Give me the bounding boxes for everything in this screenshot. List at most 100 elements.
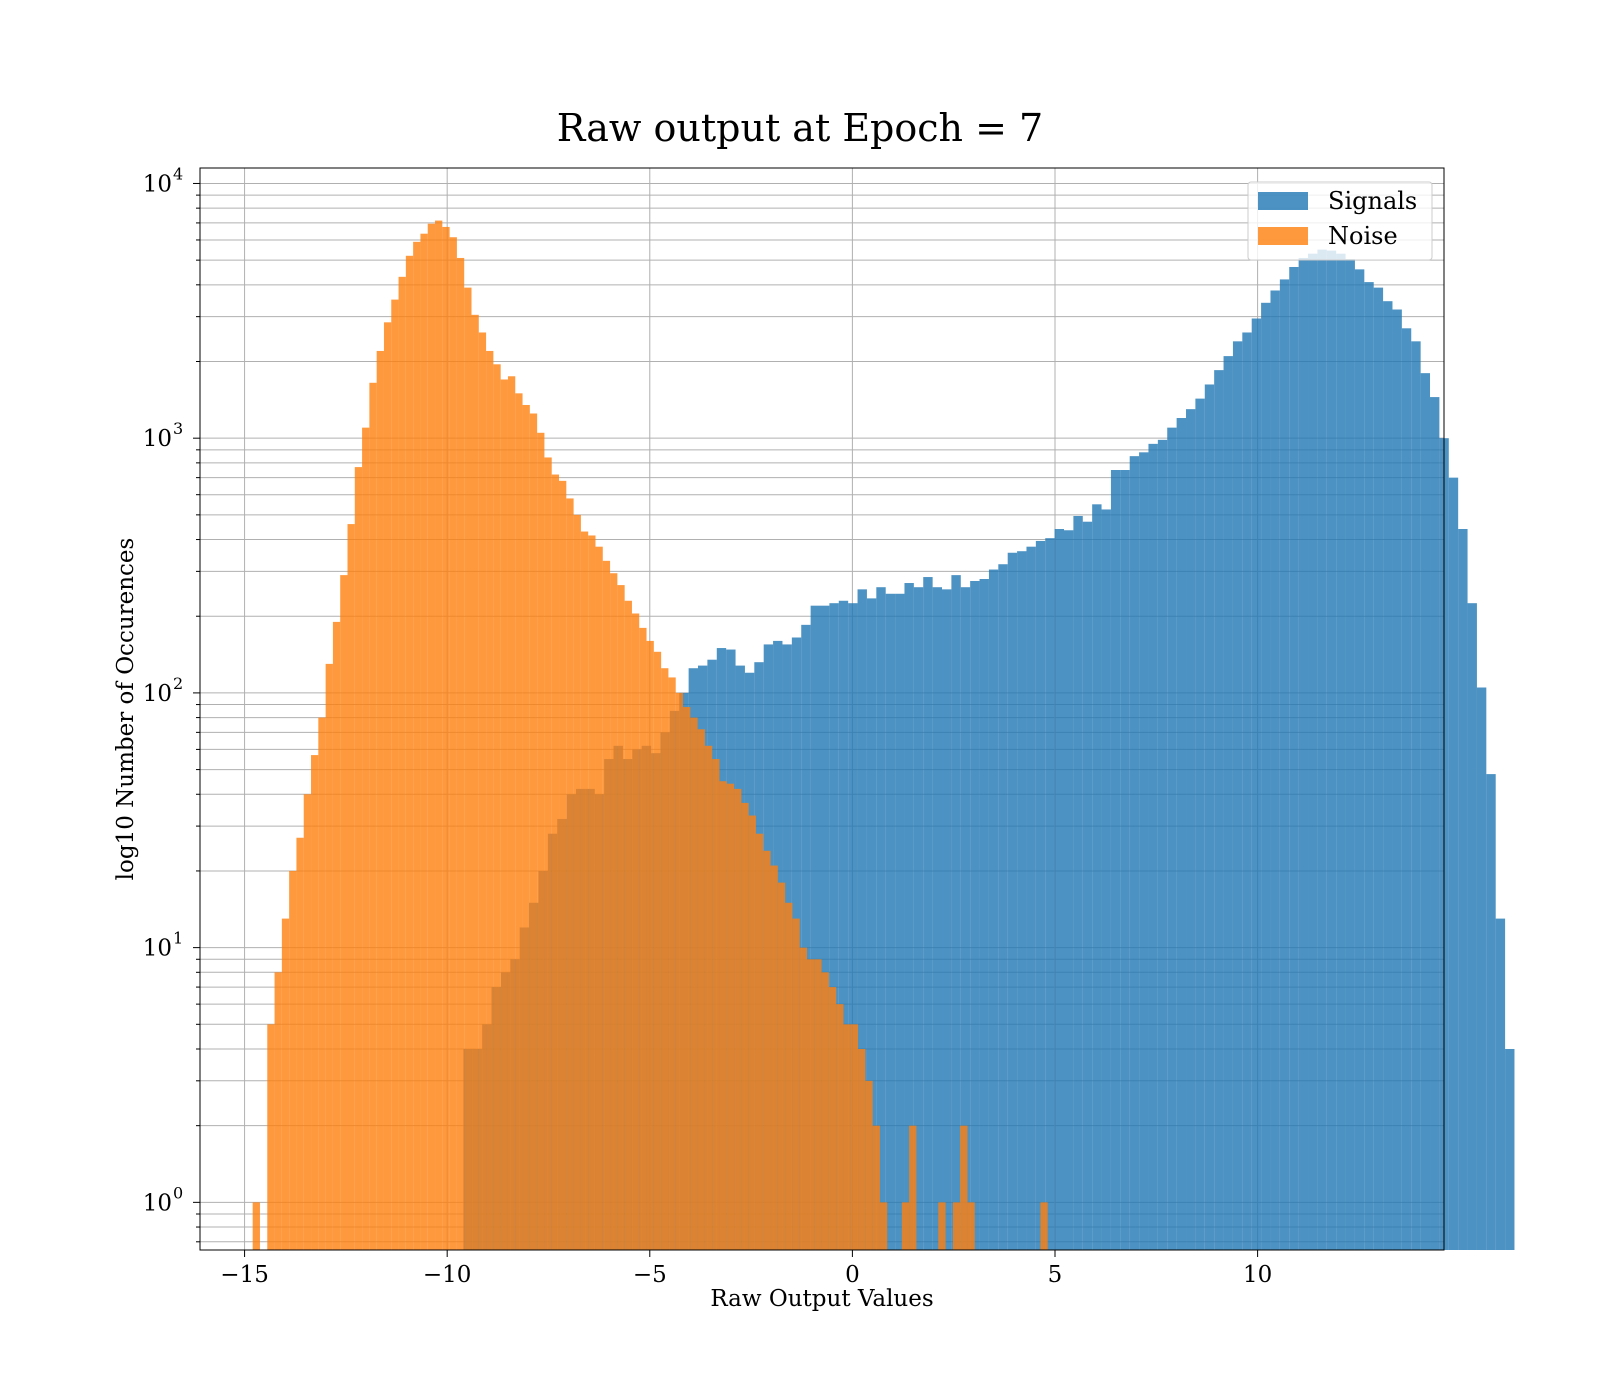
noise-bar [311, 755, 319, 1250]
signals-bar [1505, 1048, 1515, 1250]
noise-bar [413, 241, 421, 1250]
noise-bar [274, 972, 282, 1250]
noise-bar [675, 692, 684, 1250]
x-tick-label: 5 [1048, 1262, 1063, 1288]
signals-bar [866, 598, 877, 1250]
signals-bar [1354, 269, 1365, 1251]
signals-bar [1289, 266, 1299, 1250]
noise-bar [391, 299, 399, 1251]
noise-bar [332, 621, 341, 1250]
noise-bar [1040, 1202, 1048, 1250]
y-tick-label: 10 [143, 936, 172, 962]
signals-bar [1326, 250, 1337, 1250]
noise-bar [828, 987, 837, 1250]
signals-bar [1195, 398, 1205, 1250]
noise-bar [427, 223, 436, 1250]
noise-bar [500, 379, 508, 1251]
signals-bar [1082, 521, 1093, 1250]
noise-bar [442, 226, 450, 1251]
signals-bar [848, 603, 858, 1250]
signals-bar [932, 587, 943, 1250]
noise-bar [486, 350, 494, 1250]
signals-bar [998, 564, 1008, 1250]
x-tick-label: −10 [423, 1262, 472, 1288]
noise-bar [354, 467, 363, 1251]
signals-bar [1214, 370, 1224, 1250]
signals-bar [1223, 356, 1233, 1250]
noise-bar [318, 717, 326, 1250]
y-tick-exponent: 2 [173, 674, 183, 693]
noise-bars [252, 220, 1048, 1251]
signals-bar [1383, 301, 1393, 1250]
noise-bar [580, 531, 589, 1250]
noise-bar [507, 376, 516, 1250]
noise-bar [303, 794, 312, 1250]
noise-bar [712, 759, 720, 1250]
signals-bar [1242, 332, 1252, 1250]
noise-bar [464, 287, 472, 1250]
y-tick-exponent: 1 [173, 929, 183, 948]
signals-bar [1007, 552, 1018, 1250]
x-tick-label: 0 [845, 1262, 860, 1288]
noise-bar [704, 745, 713, 1250]
noise-bar [493, 364, 501, 1250]
signals-bar [857, 589, 867, 1250]
signals-bar [1139, 452, 1149, 1250]
noise-bar [289, 870, 297, 1250]
signals-bar [1232, 341, 1243, 1250]
noise-bar [909, 1125, 917, 1250]
noise-bar [792, 918, 800, 1250]
plot-frame [199, 167, 1445, 1251]
noise-bar [836, 1004, 844, 1250]
signals-bar [1101, 509, 1111, 1250]
noise-bar [879, 1202, 888, 1250]
noise-bar [799, 947, 808, 1250]
legend-swatch-noise [1258, 227, 1308, 245]
x-tick-label: −15 [220, 1262, 269, 1288]
signals-bar [1392, 309, 1402, 1250]
signals-bar [1129, 456, 1140, 1250]
noise-bar [967, 1202, 975, 1250]
noise-bar [435, 220, 443, 1251]
x-tick-label: −5 [633, 1262, 667, 1288]
noise-bar [610, 573, 618, 1250]
noise-bar [617, 585, 625, 1250]
signals-bar [1270, 290, 1280, 1250]
signals-bar [1035, 540, 1046, 1250]
signals-bar [1495, 918, 1506, 1250]
signals-bar [1167, 427, 1177, 1251]
signals-bar [951, 575, 961, 1250]
noise-bar [872, 1125, 880, 1250]
signals-bar [1157, 439, 1168, 1250]
signals-bar [1064, 530, 1074, 1250]
noise-bar [865, 1080, 873, 1250]
noise-bar [515, 393, 523, 1250]
signals-bar [1345, 259, 1355, 1250]
noise-bar [661, 668, 669, 1250]
noise-bar [843, 1024, 851, 1250]
signals-bar [1411, 341, 1421, 1250]
x-axis-label: Raw Output Values [710, 1286, 933, 1312]
y-tick-label: 10 [143, 1190, 172, 1216]
noise-bar [369, 382, 377, 1250]
noise-bar [544, 457, 552, 1250]
signals-bar [801, 624, 811, 1250]
legend-label-signals: Signals [1328, 187, 1417, 215]
noise-bar [631, 613, 640, 1250]
signals-bar [838, 600, 849, 1250]
signals-bar [1336, 253, 1346, 1251]
noise-bar [376, 350, 384, 1250]
noise-bar [405, 255, 414, 1251]
noise-bar [850, 1024, 859, 1250]
noise-bar [938, 1202, 946, 1250]
signals-bar [1176, 418, 1187, 1250]
noise-bar [281, 918, 290, 1250]
signals-bar [1373, 287, 1384, 1250]
noise-bar [478, 332, 487, 1250]
noise-bar [639, 627, 647, 1250]
noise-bar [770, 865, 778, 1250]
noise-bar [821, 972, 829, 1250]
signals-bar [1308, 253, 1318, 1251]
